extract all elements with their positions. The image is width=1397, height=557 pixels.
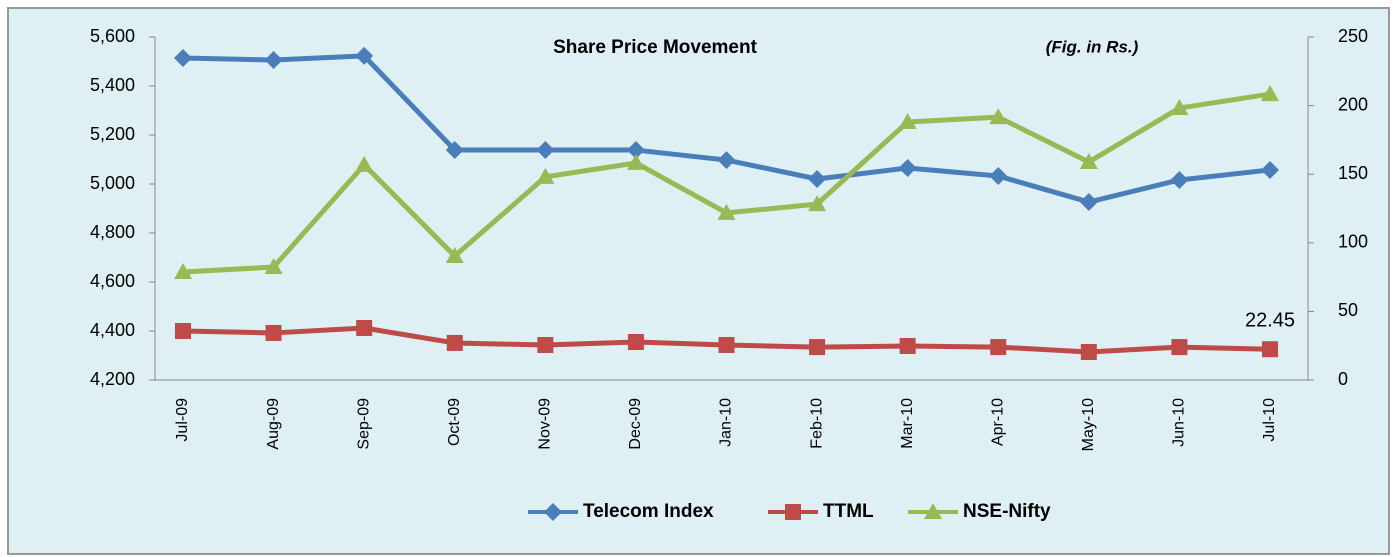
data-point bbox=[808, 195, 827, 212]
data-point bbox=[356, 320, 373, 337]
y-tick-label: 5,000 bbox=[90, 173, 135, 193]
data-point bbox=[174, 48, 192, 67]
data-label: 22.45 bbox=[1245, 309, 1295, 331]
y-tick-label: 5,200 bbox=[90, 124, 135, 144]
x-tick-label: Sep-09 bbox=[355, 398, 372, 450]
data-point bbox=[175, 323, 191, 340]
data-point bbox=[355, 155, 374, 172]
x-tick-label: Apr-10 bbox=[989, 398, 1006, 446]
data-point bbox=[1170, 99, 1189, 116]
chart-area bbox=[7, 7, 1390, 555]
y-tick-label: 5,600 bbox=[90, 26, 135, 46]
y-tick-label: 4,600 bbox=[90, 271, 135, 291]
data-point bbox=[626, 153, 645, 170]
data-point bbox=[1079, 152, 1098, 169]
data-point bbox=[1079, 193, 1098, 212]
data-point bbox=[809, 339, 826, 356]
data-point bbox=[265, 324, 282, 341]
data-point bbox=[355, 46, 374, 65]
data-point bbox=[989, 108, 1008, 125]
y2-tick-label: 100 bbox=[1338, 232, 1368, 252]
data-point bbox=[717, 203, 736, 220]
data-point bbox=[898, 159, 917, 178]
data-point bbox=[718, 337, 735, 354]
data-point bbox=[717, 151, 736, 170]
x-tick-label: Oct-09 bbox=[446, 398, 463, 446]
legend-marker bbox=[924, 503, 942, 519]
legend-label: TTML bbox=[823, 501, 874, 522]
data-point bbox=[990, 339, 1007, 356]
y-tick-label: 4,800 bbox=[90, 222, 135, 242]
data-point bbox=[1262, 341, 1278, 358]
y2-tick-label: 0 bbox=[1338, 369, 1348, 389]
data-point bbox=[536, 141, 555, 160]
x-tick-label: Aug-09 bbox=[265, 398, 282, 450]
legend-label: Telecom Index bbox=[583, 501, 714, 522]
y-tick-label: 4,200 bbox=[90, 369, 135, 389]
data-point bbox=[989, 166, 1008, 185]
x-tick-label: Jun-10 bbox=[1171, 398, 1188, 447]
x-tick-label: Feb-10 bbox=[808, 398, 825, 449]
data-point bbox=[808, 170, 827, 189]
data-point bbox=[1080, 344, 1097, 361]
data-point bbox=[1261, 160, 1279, 179]
y2-tick-label: 150 bbox=[1338, 163, 1368, 183]
x-tick-label: Mar-10 bbox=[899, 398, 916, 449]
data-point bbox=[627, 333, 644, 350]
x-tick-label: May-10 bbox=[1080, 398, 1097, 451]
data-point bbox=[264, 51, 283, 70]
y2-tick-label: 200 bbox=[1338, 94, 1368, 114]
x-tick-label: Jan-10 bbox=[718, 398, 735, 447]
x-tick-label: Jul-10 bbox=[1261, 398, 1278, 442]
data-point bbox=[1261, 85, 1279, 102]
y-tick-label: 4,400 bbox=[90, 320, 135, 340]
data-point bbox=[537, 337, 554, 354]
x-tick-label: Dec-09 bbox=[627, 398, 644, 450]
data-point bbox=[1170, 170, 1189, 189]
data-point bbox=[898, 113, 917, 130]
y-tick-label: 5,400 bbox=[90, 75, 135, 95]
data-point bbox=[174, 262, 192, 279]
legend-marker bbox=[544, 503, 562, 521]
annotation: (Fig. in Rs.) bbox=[1046, 37, 1139, 56]
legend-label: NSE-Nifty bbox=[963, 501, 1051, 522]
data-point bbox=[626, 141, 645, 160]
chart-title: Share Price Movement bbox=[553, 37, 757, 58]
data-point bbox=[446, 334, 463, 351]
data-point bbox=[1171, 339, 1188, 356]
y2-tick-label: 50 bbox=[1338, 300, 1358, 320]
data-point bbox=[445, 141, 464, 160]
data-point bbox=[445, 247, 464, 264]
data-point bbox=[264, 258, 283, 275]
data-point bbox=[536, 167, 555, 184]
data-point bbox=[899, 337, 916, 354]
x-tick-label: Jul-09 bbox=[174, 398, 191, 442]
y2-tick-label: 250 bbox=[1338, 26, 1368, 46]
x-tick-label: Nov-09 bbox=[537, 398, 554, 450]
legend-marker bbox=[785, 504, 801, 520]
